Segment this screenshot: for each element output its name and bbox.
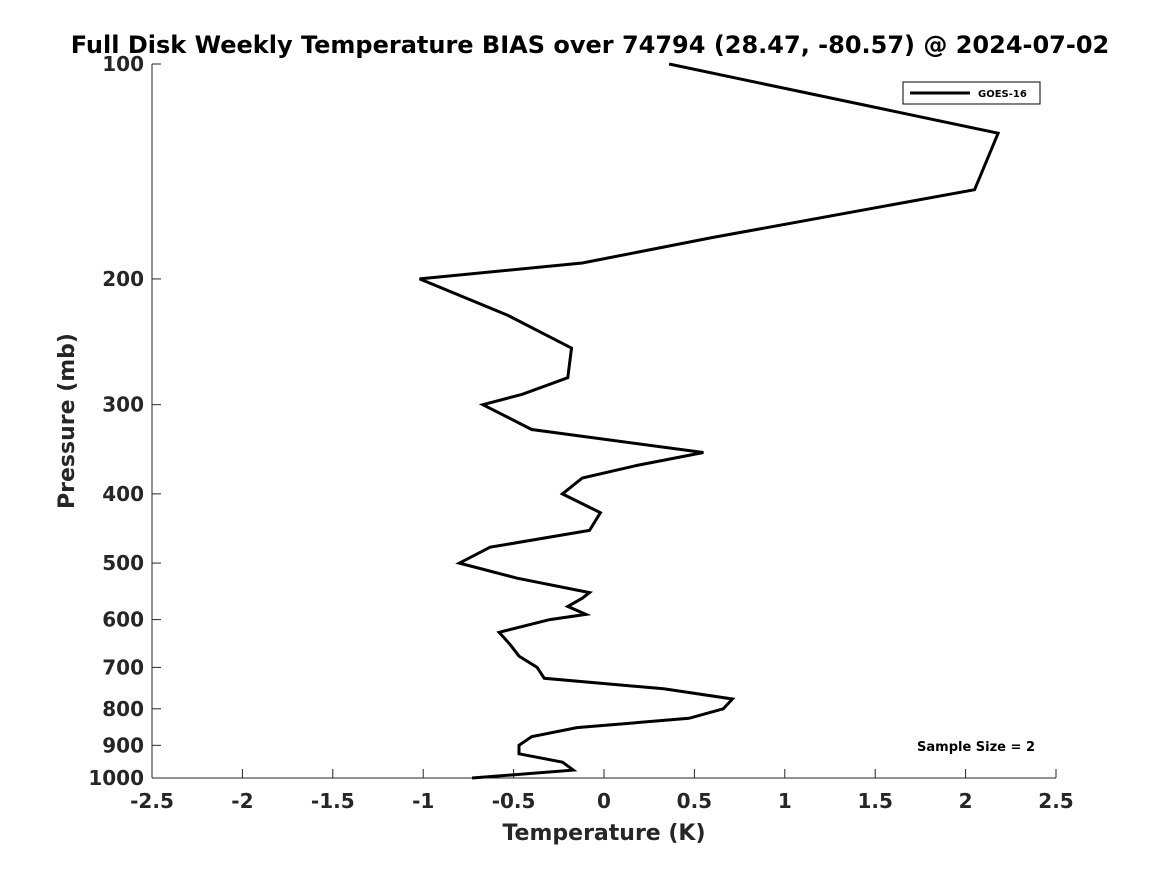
y-tick-label: 300 xyxy=(102,393,144,417)
sample-size-annotation: Sample Size = 2 xyxy=(917,740,1035,755)
x-tick-label: 2.5 xyxy=(1038,789,1073,813)
y-tick-label: 600 xyxy=(102,608,144,632)
x-tick-label: 0 xyxy=(597,789,611,813)
chart-title: Full Disk Weekly Temperature BIAS over 7… xyxy=(71,31,1110,59)
x-tick-label: 0.5 xyxy=(677,789,712,813)
y-tick-label: 100 xyxy=(102,52,144,76)
legend: GOES-16 xyxy=(902,81,1041,105)
series-line-goes16 xyxy=(419,62,1001,780)
plot-axes xyxy=(151,64,1056,779)
legend-label: GOES-16 xyxy=(978,89,1027,100)
y-tick-label: 800 xyxy=(102,697,144,721)
x-tick-label: 1.5 xyxy=(857,789,892,813)
y-axis-label: Pressure (mb) xyxy=(55,333,80,509)
x-tick-label: -1 xyxy=(412,789,434,813)
y-tick-label: 700 xyxy=(102,655,144,679)
y-ticks: 100 200 300 400 500 600 700 800 900 1000 xyxy=(88,52,161,790)
legend-box xyxy=(902,81,1041,105)
y-tick-label: 500 xyxy=(102,551,144,575)
y-tick-label: 200 xyxy=(102,267,144,291)
x-tick-label: -2 xyxy=(231,789,253,813)
y-tick-label: 1000 xyxy=(88,766,144,790)
y-tick-label: 400 xyxy=(102,482,144,506)
x-tick-label: -0.5 xyxy=(492,789,536,813)
x-ticks: -2.5 -2 -1.5 -1 -0.5 0 0.5 1 1.5 2 2.5 xyxy=(130,769,1074,813)
data-points xyxy=(419,63,999,779)
x-tick-label: -2.5 xyxy=(130,789,174,813)
x-tick-label: 2 xyxy=(959,789,973,813)
x-tick-label: -1.5 xyxy=(311,789,355,813)
x-tick-label: 1 xyxy=(778,789,792,813)
x-axis-label: Temperature (K) xyxy=(502,821,705,846)
y-tick-label: 900 xyxy=(102,733,144,757)
